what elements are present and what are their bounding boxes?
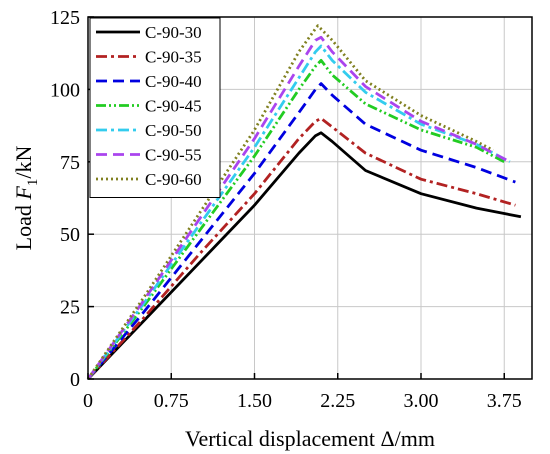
legend-box (89, 17, 221, 198)
series-line-5 (86, 44, 511, 380)
x-tick-label: 1.50 (237, 390, 272, 412)
x-tick-label: 3.75 (487, 390, 522, 412)
legend-label-1: C-90-30 (145, 23, 202, 42)
series-line-6 (86, 35, 511, 380)
y-axis-title-prefix: Load (11, 200, 36, 251)
x-axis-ticks: 0 0.75 1.50 2.25 3.00 3.75 (83, 373, 522, 412)
y-axis-title-variable: F (11, 186, 36, 201)
legend-label-3: C-90-40 (145, 72, 202, 91)
y-axis-title: Load F1/kN (11, 146, 41, 251)
legend-label-4: C-90-45 (145, 97, 202, 116)
legend-label-2: C-90-35 (145, 48, 202, 67)
x-tick-label: 3.00 (404, 390, 439, 412)
series-line-3 (86, 82, 516, 380)
y-tick-label: 0 (70, 369, 80, 391)
x-axis-title: Vertical displacement Δ/mm (185, 426, 435, 451)
series-layer (86, 24, 522, 380)
series-line-2 (86, 117, 516, 380)
y-axis-title-subscript: 1 (25, 179, 41, 187)
series-line-4 (86, 59, 505, 380)
series-line-7 (86, 24, 494, 380)
x-tick-label: 0.75 (154, 390, 189, 412)
x-tick-label: 0 (83, 390, 93, 412)
y-axis-title-unit: /kN (11, 146, 36, 179)
y-tick-label: 25 (60, 297, 80, 319)
plot-frame (87, 16, 533, 380)
y-tick-label: 50 (60, 224, 80, 246)
legend-label-7: C-90-60 (145, 170, 202, 189)
y-axis-ticks: 0 25 50 75 100 125 (50, 7, 94, 391)
series-line-1 (86, 131, 522, 380)
y-tick-label: 125 (50, 7, 80, 29)
legend-label-6: C-90-55 (145, 146, 202, 165)
x-tick-label: 2.25 (320, 390, 355, 412)
legend-label-5: C-90-50 (145, 121, 202, 140)
legend: C-90-30 C-90-35 C-90-40 C-90-45 C-90-50 C-90-… (89, 17, 221, 198)
y-tick-label: 100 (50, 79, 80, 101)
y-tick-label: 75 (60, 152, 80, 174)
